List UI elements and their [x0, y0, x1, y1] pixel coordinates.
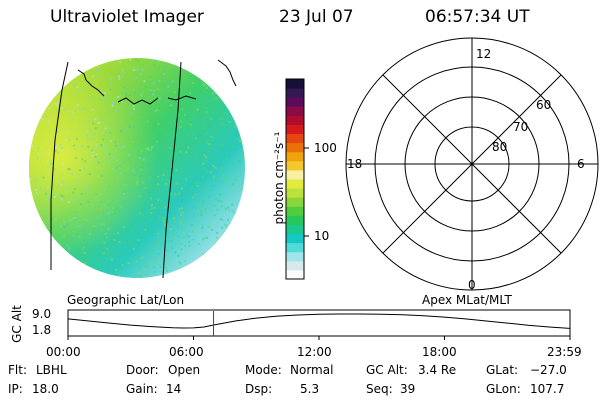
- colorbar-segment: [286, 179, 304, 189]
- door-label: Door:: [126, 363, 159, 377]
- colorbar-unit-label: photon cm⁻²s⁻¹: [272, 131, 286, 225]
- ip-value: 18.0: [32, 382, 59, 396]
- colorbar-frame: [285, 78, 305, 280]
- glon-label: GLon:: [486, 382, 521, 396]
- instrument-title: Ultraviolet Imager: [50, 7, 204, 27]
- colorbar-segment: [286, 197, 304, 207]
- altitude-xtick-label: 06:00: [169, 345, 204, 359]
- colorbar-segment: [286, 206, 304, 216]
- altitude-ylabel: GC Alt: [10, 305, 24, 343]
- longitude-line: [162, 61, 182, 279]
- colorbar-segment: [286, 142, 304, 153]
- ip-label: IP:: [8, 382, 23, 396]
- colorbar-tick-label: 10: [314, 229, 330, 243]
- colorbar-segment: [286, 224, 304, 235]
- colorbar-segment: [286, 88, 304, 98]
- filter-label: Flt:: [8, 363, 27, 377]
- altitude-ytick-label: 9.0: [32, 307, 52, 321]
- polar-grid: [345, 37, 599, 291]
- observation-time: 06:57:34 UT: [425, 7, 530, 27]
- colorbar-segment: [286, 106, 304, 116]
- door-value: Open: [168, 363, 201, 377]
- colorbar-segment: [286, 242, 304, 253]
- apex-label: Apex MLat/MLT: [422, 293, 512, 307]
- colorbar-segment: [286, 233, 304, 244]
- colorbar-segment: [286, 151, 304, 162]
- lat-label-60: 60: [536, 98, 552, 112]
- lat-label-70: 70: [513, 120, 529, 134]
- colorbar-segment: [286, 97, 304, 107]
- mlt-label-6: 6: [577, 157, 585, 171]
- dsp-value: 5.3: [300, 382, 320, 396]
- gain-value: 14: [166, 382, 182, 396]
- glat-value: −27.0: [530, 363, 567, 377]
- lat-label-80: 80: [492, 140, 508, 154]
- seq-label: Seq:: [366, 382, 393, 396]
- earth-disk-image: [29, 58, 245, 278]
- altitude-xtick-label: 18:00: [422, 345, 457, 359]
- coastline: [77, 69, 105, 97]
- colorbar-segment: [286, 251, 304, 262]
- colorbar-segment: [286, 124, 304, 135]
- coastline: [167, 95, 197, 101]
- colorbar: [286, 79, 304, 280]
- mlt-label-0: 0: [468, 278, 476, 292]
- mode-value: Normal: [290, 363, 334, 377]
- colorbar-segment: [286, 79, 304, 89]
- colorbar-segment: [286, 269, 304, 280]
- colorbar-segment: [286, 115, 304, 125]
- geographic-label: Geographic Lat/Lon: [67, 293, 185, 307]
- colorbar-segment: [286, 260, 304, 271]
- altitude-xtick-label: 23:59: [547, 345, 582, 359]
- coastline: [117, 97, 159, 105]
- observation-date: 23 Jul 07: [279, 7, 354, 27]
- mode-label: Mode:: [245, 363, 282, 377]
- gain-label: Gain:: [126, 382, 158, 396]
- colorbar-segment: [286, 133, 304, 144]
- altitude-curve: [67, 313, 570, 329]
- colorbar-tick-label: 100: [314, 141, 337, 155]
- altitude-xticks: [67, 336, 571, 340]
- altitude-xtick-label: 00:00: [46, 345, 81, 359]
- dsp-label: Dsp:: [245, 382, 273, 396]
- colorbar-segment: [286, 188, 304, 198]
- colorbar-segment: [286, 169, 304, 180]
- colorbar-segment: [286, 160, 304, 171]
- altitude-xtick-label: 12:00: [297, 345, 332, 359]
- mlt-label-18: 18: [347, 157, 363, 171]
- seq-value: 39: [400, 382, 416, 396]
- filter-value: LBHL: [36, 363, 67, 377]
- colorbar-segment: [286, 215, 304, 225]
- colorbar-ticks: [304, 147, 309, 237]
- longitude-line: [50, 61, 69, 270]
- glat-label: GLat:: [486, 363, 519, 377]
- coastline: [217, 59, 237, 87]
- glon-value: 107.7: [530, 382, 565, 396]
- mlt-label-12: 12: [476, 47, 492, 61]
- gc-alt-label: GC Alt:: [366, 363, 408, 377]
- altitude-ytick-label: 1.8: [32, 323, 52, 337]
- gc-alt-value: 3.4 Re: [418, 363, 457, 377]
